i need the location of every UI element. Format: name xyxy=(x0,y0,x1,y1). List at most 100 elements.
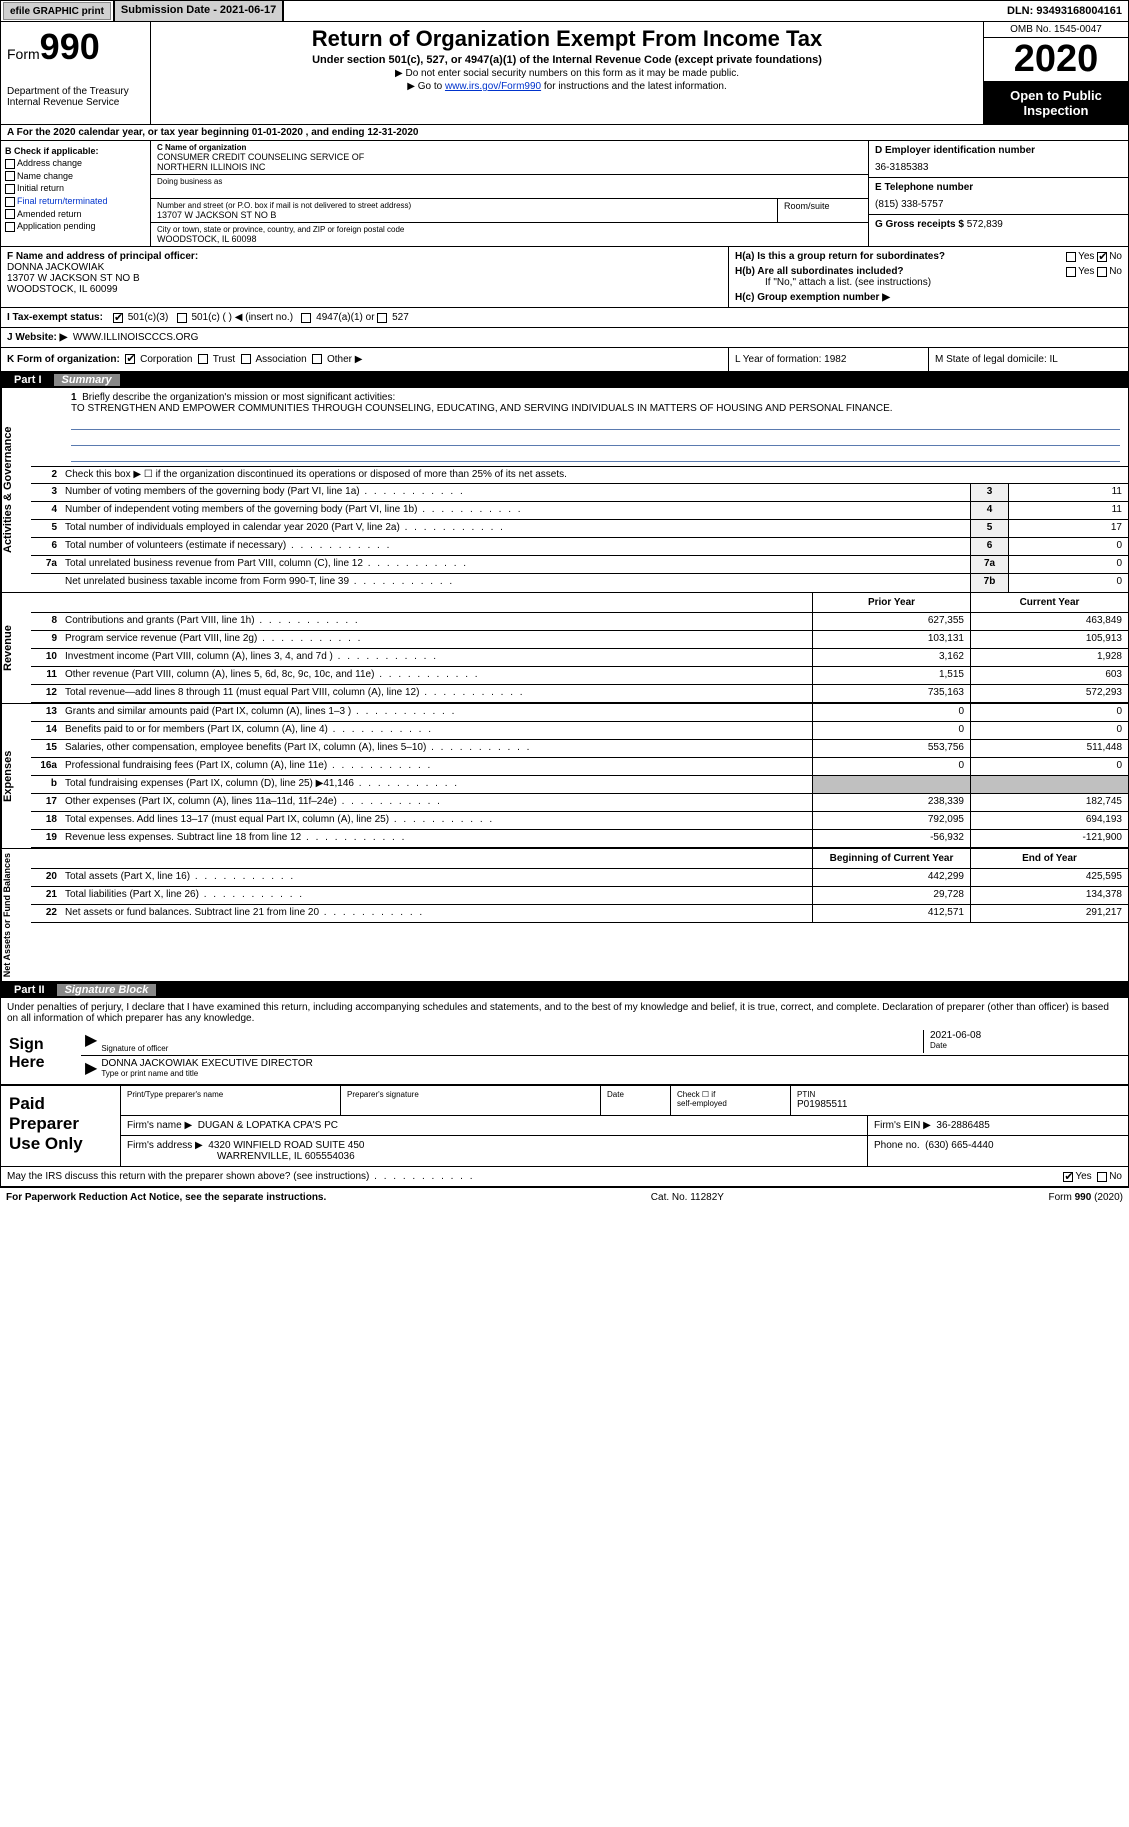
fin-row: 22Net assets or fund balances. Subtract … xyxy=(31,905,1128,923)
sig-date-lbl: Date xyxy=(930,1041,1124,1050)
chk-trust[interactable] xyxy=(198,354,208,364)
chk-discuss-no[interactable] xyxy=(1097,1172,1107,1182)
tel-hdr: E Telephone number xyxy=(875,182,1122,193)
footer-left: For Paperwork Reduction Act Notice, see … xyxy=(6,1192,326,1203)
fin-row: 16aProfessional fundraising fees (Part I… xyxy=(31,758,1128,776)
l-year: L Year of formation: 1982 xyxy=(728,348,928,371)
hdr-current: Current Year xyxy=(970,593,1128,612)
line-a: A For the 2020 calendar year, or tax yea… xyxy=(0,125,1129,141)
chk-discuss-yes[interactable] xyxy=(1063,1172,1073,1182)
chk-name[interactable] xyxy=(5,171,15,181)
part2-header: Part II Signature Block xyxy=(0,982,1129,998)
firm-addr1: 4320 WINFIELD ROAD SUITE 450 xyxy=(208,1140,364,1151)
chk-501c3[interactable] xyxy=(113,313,123,323)
f-hdr: F Name and address of principal officer: xyxy=(7,251,722,262)
officer-name: DONNA JACKOWIAK xyxy=(7,262,722,273)
chk-501c[interactable] xyxy=(177,313,187,323)
rev-vert-label: Revenue xyxy=(1,593,31,703)
col-h: H(a) Is this a group return for subordin… xyxy=(728,247,1128,307)
fin-row: 11Other revenue (Part VIII, column (A), … xyxy=(31,667,1128,685)
website: WWW.ILLINOISCCCS.ORG xyxy=(73,332,199,343)
part2-title: Signature Block xyxy=(57,984,157,996)
city: WOODSTOCK, IL 60098 xyxy=(157,234,862,244)
ein-hdr: D Employer identification number xyxy=(875,145,1122,156)
section-bcde: B Check if applicable: Address change Na… xyxy=(0,141,1129,247)
tax-year: 2020 xyxy=(984,38,1128,82)
sign-label: Sign Here xyxy=(1,1028,81,1084)
sig-officer-lbl: Signature of officer xyxy=(101,1044,923,1053)
row-i: I Tax-exempt status: 501(c)(3) 501(c) ( … xyxy=(0,308,1129,328)
firm-addr-lbl: Firm's address ▶ xyxy=(127,1140,203,1151)
efile-print-button[interactable]: efile GRAPHIC print xyxy=(3,2,111,20)
form-title: Return of Organization Exempt From Incom… xyxy=(157,26,977,52)
dln-number: DLN: 93493168004161 xyxy=(1001,2,1128,20)
chk-hb-yes[interactable] xyxy=(1066,267,1076,277)
col-c: C Name of organization CONSUMER CREDIT C… xyxy=(151,141,868,246)
room-hdr: Room/suite xyxy=(778,199,868,222)
org-name-2: NORTHERN ILLINOIS INC xyxy=(157,162,862,172)
sign-block: Sign Here ▶ Signature of officer 2021-06… xyxy=(0,1028,1129,1085)
note-goto: ▶ Go to www.irs.gov/Form990 for instruct… xyxy=(157,81,977,92)
footer-mid: Cat. No. 11282Y xyxy=(326,1192,1048,1203)
part2-num: Part II xyxy=(6,984,53,996)
gov-vert-label: Activities & Governance xyxy=(1,388,31,592)
omb-number: OMB No. 1545-0047 xyxy=(984,22,1128,38)
gov-row: 7aTotal unrelated business revenue from … xyxy=(31,556,1128,574)
part1-netassets: Net Assets or Fund Balances Beginning of… xyxy=(0,849,1129,982)
hdr-prior: Prior Year xyxy=(812,593,970,612)
sig-arrow-2: ▶ xyxy=(85,1058,97,1082)
fin-row: 15Salaries, other compensation, employee… xyxy=(31,740,1128,758)
chk-address[interactable] xyxy=(5,159,15,169)
prep-h4a: Check ☐ if xyxy=(677,1090,784,1099)
chk-4947[interactable] xyxy=(301,313,311,323)
chk-initial[interactable] xyxy=(5,184,15,194)
gov-row: 4Number of independent voting members of… xyxy=(31,502,1128,520)
form-prefix: Form xyxy=(7,46,40,62)
gross: 572,839 xyxy=(967,219,1003,230)
k-label: K Form of organization: xyxy=(7,354,120,365)
form-header: Form990 Department of the Treasury Inter… xyxy=(0,22,1129,125)
fin-row: 12Total revenue—add lines 8 through 11 (… xyxy=(31,685,1128,703)
sig-name: DONNA JACKOWIAK EXECUTIVE DIRECTOR xyxy=(101,1058,1124,1069)
chk-ha-yes[interactable] xyxy=(1066,252,1076,262)
tel: (815) 338-5757 xyxy=(875,199,1122,210)
chk-amended[interactable] xyxy=(5,209,15,219)
open-public-badge: Open to Public Inspection xyxy=(984,82,1128,124)
irs-label: Internal Revenue Service xyxy=(7,97,144,108)
chk-hb-no[interactable] xyxy=(1097,267,1107,277)
dba-hdr: Doing business as xyxy=(157,177,862,186)
chk-final[interactable] xyxy=(5,197,15,207)
dept-label: Department of the Treasury xyxy=(7,86,144,97)
chk-ha-no[interactable] xyxy=(1097,252,1107,262)
prep-h1: Print/Type preparer's name xyxy=(127,1090,334,1099)
ein: 36-3185383 xyxy=(875,162,1122,173)
hc-label: H(c) Group exemption number ▶ xyxy=(735,292,1122,303)
part1-num: Part I xyxy=(6,374,50,386)
fin-row: 19Revenue less expenses. Subtract line 1… xyxy=(31,830,1128,848)
phone: (630) 665-4440 xyxy=(925,1140,993,1151)
officer-addr2: WOODSTOCK, IL 60099 xyxy=(7,284,722,295)
firm-ein-lbl: Firm's EIN ▶ xyxy=(874,1120,931,1131)
form-number: 990 xyxy=(40,26,100,67)
chk-corp[interactable] xyxy=(125,354,135,364)
chk-assoc[interactable] xyxy=(241,354,251,364)
header-mid: Return of Organization Exempt From Incom… xyxy=(151,22,983,124)
street-hdr: Number and street (or P.O. box if mail i… xyxy=(157,201,771,210)
prep-h4b: self-employed xyxy=(677,1099,784,1108)
chk-other[interactable] xyxy=(312,354,322,364)
sig-arrow-1: ▶ xyxy=(85,1030,97,1053)
gov-row: Net unrelated business taxable income fr… xyxy=(31,574,1128,592)
row-k: K Form of organization: Corporation Trus… xyxy=(0,348,1129,372)
hb-label: H(b) Are all subordinates included? xyxy=(735,266,1066,277)
col-f: F Name and address of principal officer:… xyxy=(1,247,728,307)
irs-link[interactable]: www.irs.gov/Form990 xyxy=(445,81,541,92)
chk-527[interactable] xyxy=(377,313,387,323)
fin-row: 13Grants and similar amounts paid (Part … xyxy=(31,704,1128,722)
chk-application[interactable] xyxy=(5,222,15,232)
part1-header: Part I Summary xyxy=(0,372,1129,388)
part1-governance: Activities & Governance 1 Briefly descri… xyxy=(0,388,1129,593)
fin-row: 9Program service revenue (Part VIII, lin… xyxy=(31,631,1128,649)
prep-h2: Preparer's signature xyxy=(347,1090,594,1099)
fin-row: 18Total expenses. Add lines 13–17 (must … xyxy=(31,812,1128,830)
j-label: J Website: ▶ xyxy=(7,332,67,343)
